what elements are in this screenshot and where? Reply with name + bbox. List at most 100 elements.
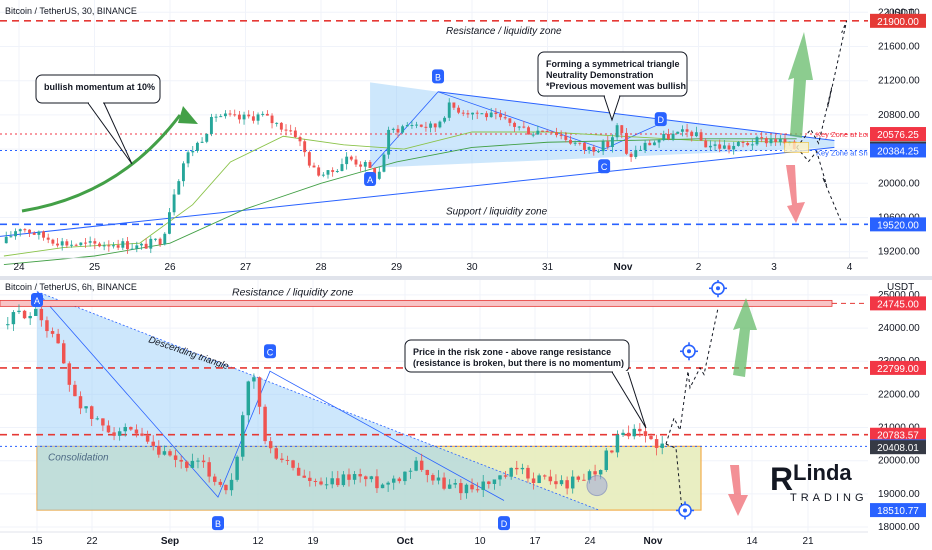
- bottom-x-tick: 21: [802, 536, 814, 547]
- top-y-tick: 19200.00: [878, 247, 920, 258]
- key-zone-long-label: Key Zone at Long: [816, 130, 875, 139]
- bottom-price-label-5: 18510.77: [877, 506, 919, 517]
- candle-top: [648, 142, 652, 146]
- candle-bottom: [347, 474, 351, 480]
- candle-bottom: [173, 455, 178, 460]
- candle-top: [349, 156, 353, 160]
- chart-top-30m[interactable]: Resistance / liquidity zone Key Zone at L…: [0, 0, 932, 276]
- candle-top: [214, 116, 218, 118]
- candle-top: [181, 163, 185, 182]
- triangle-callout-line: Neutrality Demonstration: [546, 70, 654, 80]
- bottom-x-tick: 19: [307, 536, 319, 547]
- candle-top: [405, 125, 409, 127]
- candle-top: [303, 141, 307, 153]
- candle-bottom: [324, 484, 329, 486]
- top-x-tick: 27: [240, 262, 252, 273]
- candle-top: [592, 147, 596, 152]
- candle-top: [368, 162, 372, 168]
- candle-top: [149, 238, 153, 249]
- candle-bottom: [39, 308, 44, 321]
- candle-top: [722, 145, 726, 149]
- candle-bottom: [34, 308, 38, 316]
- candle-bottom: [213, 476, 217, 482]
- risk-zone-callout-line: Price in the risk zone - above range res…: [413, 347, 611, 357]
- panel-divider[interactable]: [0, 276, 932, 280]
- candle-bottom: [252, 377, 256, 382]
- point-b-bg: [432, 69, 445, 84]
- candle-bottom: [218, 481, 223, 485]
- bottom-point-c: C: [267, 347, 274, 357]
- top-x-tick: 26: [164, 262, 176, 273]
- candle-top: [461, 112, 465, 114]
- bottom-price-label-0-bg: [870, 296, 926, 311]
- candle-top: [140, 243, 143, 246]
- candle-bottom: [89, 406, 94, 419]
- bottom-y-tick: 18000.00: [878, 522, 920, 533]
- point-d-bg: [654, 112, 667, 127]
- candle-top: [60, 241, 64, 246]
- candle-top: [200, 141, 204, 143]
- support-trendline: [0, 146, 835, 237]
- candle-top: [177, 181, 181, 195]
- candle-top: [163, 233, 167, 245]
- top-y-tick: 21600.00: [878, 41, 920, 52]
- top-x-tick: 4: [847, 262, 853, 273]
- candle-top: [760, 137, 764, 139]
- candle-top: [471, 112, 475, 115]
- candle-bottom: [587, 471, 592, 480]
- bottom-x-tick: 17: [529, 536, 541, 547]
- candle-top: [186, 152, 190, 164]
- bottom-resistance-label: Resistance / liquidity zone: [232, 286, 354, 298]
- candle-top: [778, 139, 782, 142]
- candle-bottom: [6, 324, 10, 326]
- candle-top: [732, 145, 736, 150]
- bottom-bullish-arrow: [733, 298, 757, 377]
- moving-average-fast: [3, 131, 797, 257]
- candle-bottom: [386, 482, 390, 485]
- top-x-tick: 25: [89, 262, 101, 273]
- candle-bottom: [515, 467, 519, 470]
- candle-top: [307, 152, 311, 166]
- candle-bottom: [375, 476, 379, 489]
- candle-top: [629, 153, 633, 158]
- candle-bottom: [123, 426, 127, 432]
- candle-bottom: [73, 384, 77, 397]
- bottom-price-label-4: 20408.01: [877, 443, 919, 454]
- candle-bottom: [319, 481, 323, 485]
- candle-bottom: [358, 474, 362, 477]
- bottom-price-label-4-bg: [870, 440, 926, 455]
- candle-top: [401, 126, 405, 133]
- candle-top: [615, 125, 619, 138]
- bottom-x-tick: Nov: [644, 536, 663, 547]
- candle-top: [317, 167, 321, 176]
- candle-bottom: [453, 483, 457, 485]
- candle-top: [475, 112, 479, 114]
- candle-bottom: [498, 475, 502, 480]
- candle-bottom: [626, 432, 631, 437]
- top-y-tick: 21200.00: [878, 76, 920, 87]
- candle-top: [769, 139, 773, 144]
- candle-top: [284, 129, 288, 131]
- risk-zone-callout-pointer: [611, 371, 647, 429]
- candle-top: [275, 122, 279, 124]
- top-x-tick: 29: [391, 262, 403, 273]
- candle-top: [774, 139, 778, 142]
- candle-bottom: [56, 333, 60, 344]
- candle-bottom: [442, 477, 446, 489]
- candle-bottom: [481, 481, 485, 490]
- bearish-scenario-arrow: [786, 165, 805, 223]
- candle-top: [559, 135, 563, 137]
- candle-bottom: [565, 480, 569, 489]
- candle-top: [419, 124, 423, 127]
- candle-top: [219, 116, 223, 118]
- candle-top: [135, 245, 139, 249]
- candle-top: [531, 134, 535, 136]
- candle-bottom: [593, 471, 597, 475]
- candle-top: [671, 133, 675, 140]
- candle-top: [9, 236, 13, 238]
- candle-top: [391, 128, 395, 130]
- bottom-y-tick: 22000.00: [878, 389, 920, 400]
- candle-top: [452, 102, 456, 108]
